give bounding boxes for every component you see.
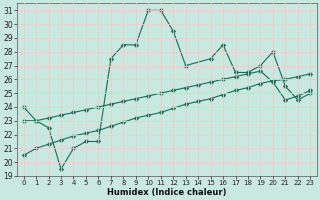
X-axis label: Humidex (Indice chaleur): Humidex (Indice chaleur) <box>107 188 227 197</box>
